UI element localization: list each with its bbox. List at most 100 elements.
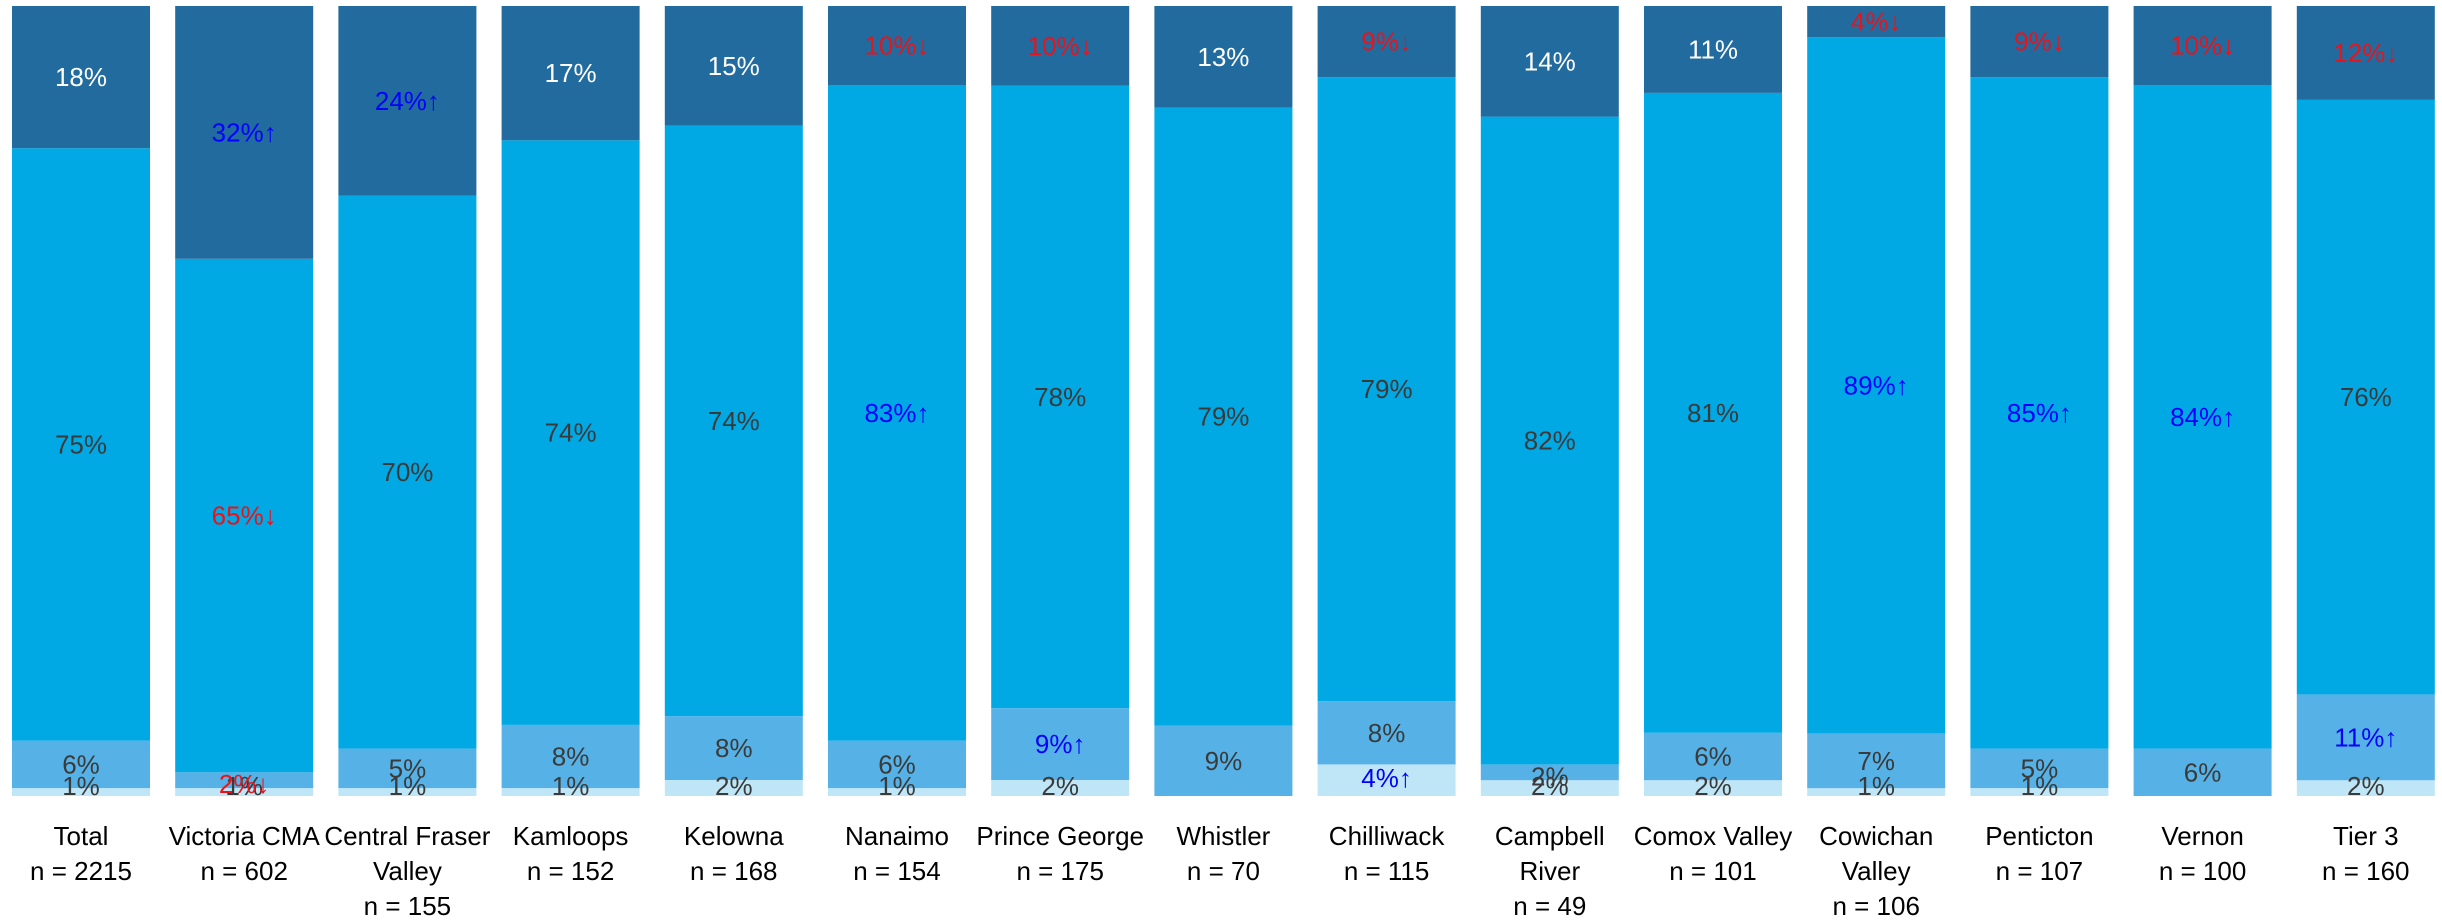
category-label-line: Whistler (1176, 821, 1270, 851)
bar-segment (1970, 748, 2109, 789)
bar-segment (991, 85, 1130, 709)
data-label: 9%↑ (1035, 729, 1086, 759)
bar-segment (1317, 6, 1456, 78)
category-label: Kelowna n = 168 (684, 821, 784, 886)
data-label: 10%↓ (1028, 31, 1093, 61)
data-label: 84%↑ (2170, 402, 2235, 432)
bar-segment (501, 724, 640, 789)
category-label-line: Victoria CMA (169, 821, 321, 851)
data-label: 81% (1687, 398, 1739, 428)
data-label: 1% (225, 771, 263, 801)
bar-segment (2133, 748, 2272, 796)
category-label-line: n = 154 (853, 856, 940, 886)
data-label: 18% (55, 62, 107, 92)
data-label: 65%↓ (212, 501, 277, 531)
bar-segment (175, 772, 314, 789)
category-label-line: Valley (373, 856, 442, 886)
bar-segment (1970, 788, 2109, 796)
bar-segment (828, 740, 966, 789)
data-label: 8% (552, 742, 590, 772)
data-label: 89%↑ (1844, 370, 1909, 400)
category-label-line: n = 175 (1016, 856, 1103, 886)
bar-segment (1154, 6, 1293, 108)
data-label: 7% (1857, 746, 1895, 776)
bar-segment (1644, 92, 1782, 733)
bar-segment (338, 788, 477, 796)
bar-segment (1317, 764, 1456, 796)
bar-segment (1970, 77, 2109, 749)
category-label-line: n = 100 (2159, 856, 2246, 886)
category-label: Cowichan Valley n = 106 (1819, 821, 1933, 920)
data-label: 6% (62, 749, 100, 779)
category-label-line: n = 101 (1669, 856, 1756, 886)
category-label-line: n = 107 (1996, 856, 2083, 886)
category-label-line: n = 152 (527, 856, 614, 886)
category-label: Whistler n = 70 (1176, 821, 1270, 886)
bar-segment (2133, 6, 2272, 85)
bar-stack (1154, 6, 1293, 796)
data-label: 1% (878, 771, 916, 801)
bar-stack (501, 6, 640, 796)
data-label: 11% (1688, 34, 1738, 64)
bar-stack (1970, 6, 2109, 796)
category-label-line: Total (54, 821, 109, 851)
bar-segment (664, 125, 803, 717)
data-label: 1% (389, 771, 427, 801)
bar-segment (1154, 725, 1293, 796)
category-label-line: n = 106 (1832, 891, 1919, 920)
category-label-line: Penticton (1985, 821, 2093, 851)
category-label-line: Central Fraser (324, 821, 490, 851)
category-label-line: Cowichan (1819, 821, 1933, 851)
data-label: 76% (2340, 382, 2392, 412)
category-label-line: n = 115 (1344, 856, 1430, 886)
data-label: 1% (1857, 771, 1895, 801)
data-label: 2% (2347, 771, 2385, 801)
data-label: 9% (1205, 746, 1243, 776)
data-label: 79% (1361, 374, 1413, 404)
data-label: 5% (389, 753, 427, 783)
bar-segment (991, 708, 1130, 780)
data-label: 6% (878, 749, 916, 779)
bar-segment (828, 6, 966, 85)
bar-segment (1480, 6, 1619, 117)
category-label-line: River (1519, 856, 1580, 886)
category-label: Tier 3 n = 160 (2322, 821, 2409, 886)
data-label: 11%↑ (2334, 722, 2397, 752)
category-label: Nanaimo n = 154 (845, 821, 949, 886)
bar-segment (1317, 701, 1456, 765)
category-label-line: n = 168 (690, 856, 777, 886)
category-label-line: n = 70 (1187, 856, 1260, 886)
category-label-line: Prince George (976, 821, 1144, 851)
category-label-line: Chilliwack (1329, 821, 1446, 851)
bar-segment (501, 140, 640, 725)
category-label-line: Nanaimo (845, 821, 949, 851)
data-label: 12%↓ (2333, 38, 2398, 68)
category-label-line: Vernon (2161, 821, 2243, 851)
bar-segment (2296, 780, 2435, 796)
category-label: Vernon n = 100 (2159, 821, 2246, 886)
category-label-line: n = 49 (1513, 891, 1586, 920)
data-label: 13% (1197, 42, 1249, 72)
data-label: 6% (2184, 757, 2222, 787)
bar-segment (1970, 6, 2109, 78)
data-label: 24%↑ (375, 86, 440, 116)
bar-segment (338, 748, 477, 789)
bar-segment (1480, 116, 1619, 765)
category-label: Campbell River n = 49 (1495, 821, 1605, 920)
data-label: 79% (1197, 402, 1249, 432)
bar-segment (2296, 6, 2435, 100)
category-label: Prince George n = 175 (976, 821, 1144, 886)
category-label: Victoria CMA n = 602 (169, 821, 321, 886)
data-label: 78% (1034, 382, 1086, 412)
bar-stack (175, 6, 314, 796)
bar-stack (828, 6, 966, 796)
category-label-line: n = 155 (364, 891, 451, 920)
category-label-line: Kelowna (684, 821, 784, 851)
bar-segment (1480, 780, 1619, 796)
category-label: Chilliwack n = 115 (1329, 821, 1446, 886)
data-label: 10%↓ (2170, 31, 2235, 61)
data-label: 2% (1694, 771, 1732, 801)
category-label-line: Campbell (1495, 821, 1605, 851)
data-label: 10%↓ (864, 31, 929, 61)
